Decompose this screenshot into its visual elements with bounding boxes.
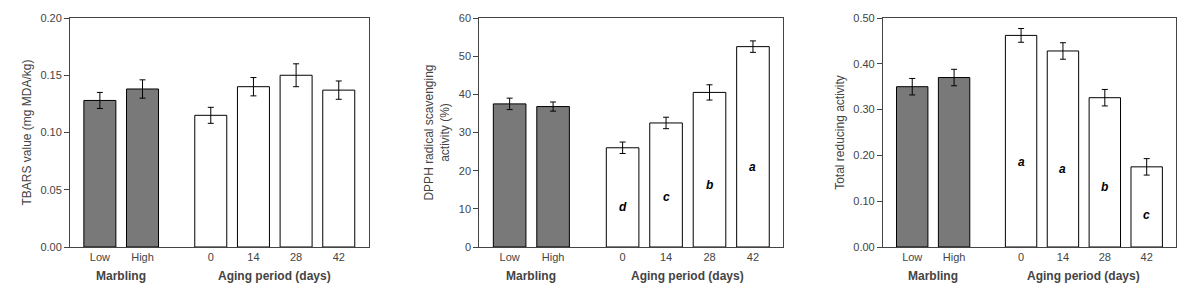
svg-text:Low: Low — [90, 251, 110, 263]
svg-text:Aging period (days): Aging period (days) — [1027, 269, 1140, 283]
svg-text:Low: Low — [500, 251, 520, 263]
svg-text:42: 42 — [747, 251, 759, 263]
svg-text:14: 14 — [660, 251, 672, 263]
svg-text:50: 50 — [459, 50, 471, 62]
svg-text:b: b — [1101, 180, 1108, 194]
svg-text:28: 28 — [703, 251, 715, 263]
svg-text:14: 14 — [247, 251, 259, 263]
svg-text:0.30: 0.30 — [853, 103, 874, 115]
svg-text:b: b — [706, 178, 713, 192]
svg-text:Marbling: Marbling — [506, 269, 556, 283]
svg-text:42: 42 — [333, 251, 345, 263]
svg-text:Marbling: Marbling — [908, 269, 958, 283]
svg-text:0.00: 0.00 — [853, 241, 874, 253]
svg-text:60: 60 — [459, 12, 471, 24]
svg-text:0.40: 0.40 — [853, 58, 874, 70]
svg-text:d: d — [619, 200, 627, 214]
svg-text:c: c — [663, 190, 670, 204]
svg-text:14: 14 — [1057, 251, 1069, 263]
svg-text:a: a — [1059, 162, 1066, 176]
svg-text:0: 0 — [620, 251, 626, 263]
svg-text:0: 0 — [465, 241, 471, 253]
svg-text:DPPH radical scavengingactivit: DPPH radical scavengingactivity (%) — [422, 64, 452, 200]
svg-text:0.10: 0.10 — [853, 195, 874, 207]
svg-text:0.00: 0.00 — [40, 241, 61, 253]
svg-text:a: a — [1018, 155, 1025, 169]
svg-text:Marbling: Marbling — [96, 269, 146, 283]
svg-text:High: High — [542, 251, 565, 263]
svg-text:c: c — [1143, 208, 1150, 222]
svg-text:0.15: 0.15 — [40, 69, 61, 81]
svg-text:28: 28 — [290, 251, 302, 263]
svg-text:TBARS value (mg MDA/kg): TBARS value (mg MDA/kg) — [20, 59, 34, 205]
svg-text:28: 28 — [1099, 251, 1111, 263]
svg-text:30: 30 — [459, 126, 471, 138]
svg-text:0.05: 0.05 — [40, 184, 61, 196]
svg-text:0.20: 0.20 — [40, 12, 61, 24]
svg-text:Total reducing activity: Total reducing activity — [833, 75, 847, 190]
svg-text:10: 10 — [459, 203, 471, 215]
svg-text:High: High — [943, 251, 966, 263]
svg-text:Aging period (days): Aging period (days) — [631, 269, 744, 283]
svg-text:Aging period (days): Aging period (days) — [218, 269, 331, 283]
svg-text:40: 40 — [459, 88, 471, 100]
svg-text:0.10: 0.10 — [40, 126, 61, 138]
svg-text:High: High — [131, 251, 154, 263]
svg-text:0.50: 0.50 — [853, 12, 874, 24]
svg-text:0: 0 — [1018, 251, 1024, 263]
svg-text:a: a — [749, 160, 756, 174]
svg-text:Low: Low — [902, 251, 922, 263]
svg-text:0: 0 — [208, 251, 214, 263]
svg-text:20: 20 — [459, 165, 471, 177]
svg-text:0.20: 0.20 — [853, 149, 874, 161]
svg-text:42: 42 — [1141, 251, 1153, 263]
